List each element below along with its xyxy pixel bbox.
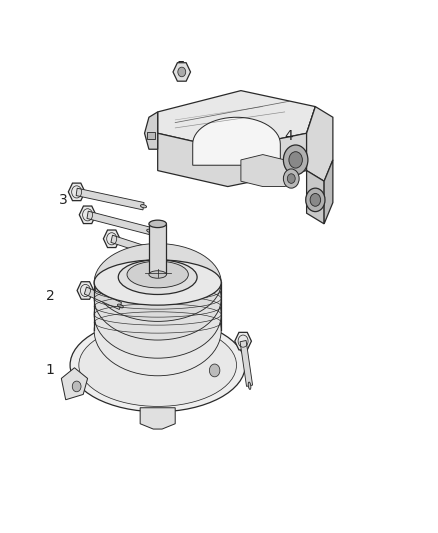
Polygon shape [158,91,315,149]
Polygon shape [111,235,172,262]
Polygon shape [241,155,298,187]
Polygon shape [76,188,144,210]
Ellipse shape [118,260,197,294]
Polygon shape [158,133,307,187]
Text: 2: 2 [46,289,55,303]
Ellipse shape [94,257,221,340]
Ellipse shape [117,304,124,308]
Polygon shape [324,160,333,224]
Polygon shape [68,183,85,200]
Ellipse shape [127,261,188,288]
Text: 3: 3 [59,193,68,207]
Ellipse shape [94,285,221,376]
Polygon shape [145,112,158,149]
Polygon shape [193,117,280,165]
Polygon shape [235,333,251,350]
Text: 4: 4 [285,129,293,143]
Polygon shape [307,107,333,181]
Ellipse shape [94,260,221,305]
Polygon shape [87,211,150,235]
Circle shape [283,169,299,188]
Polygon shape [173,63,191,81]
Polygon shape [307,171,324,224]
Ellipse shape [147,229,153,232]
FancyBboxPatch shape [147,132,155,139]
Polygon shape [61,368,88,400]
Polygon shape [140,408,175,429]
Polygon shape [85,287,121,310]
Circle shape [209,364,220,377]
Polygon shape [79,206,96,223]
Text: 1: 1 [46,364,55,377]
Circle shape [289,152,302,168]
Circle shape [72,381,81,392]
Polygon shape [307,107,315,171]
Ellipse shape [94,271,221,358]
Polygon shape [77,282,94,299]
Ellipse shape [248,382,251,390]
Circle shape [178,67,186,77]
Polygon shape [240,341,253,386]
Circle shape [287,174,295,183]
Ellipse shape [149,271,166,278]
Ellipse shape [168,256,174,260]
Polygon shape [103,230,120,247]
Polygon shape [149,224,166,274]
Ellipse shape [94,244,221,321]
Circle shape [310,193,321,206]
Ellipse shape [149,220,166,228]
Ellipse shape [79,324,237,407]
Ellipse shape [70,318,245,411]
Text: 5: 5 [177,60,186,74]
Ellipse shape [141,205,147,208]
Circle shape [283,145,308,175]
Circle shape [306,188,325,212]
